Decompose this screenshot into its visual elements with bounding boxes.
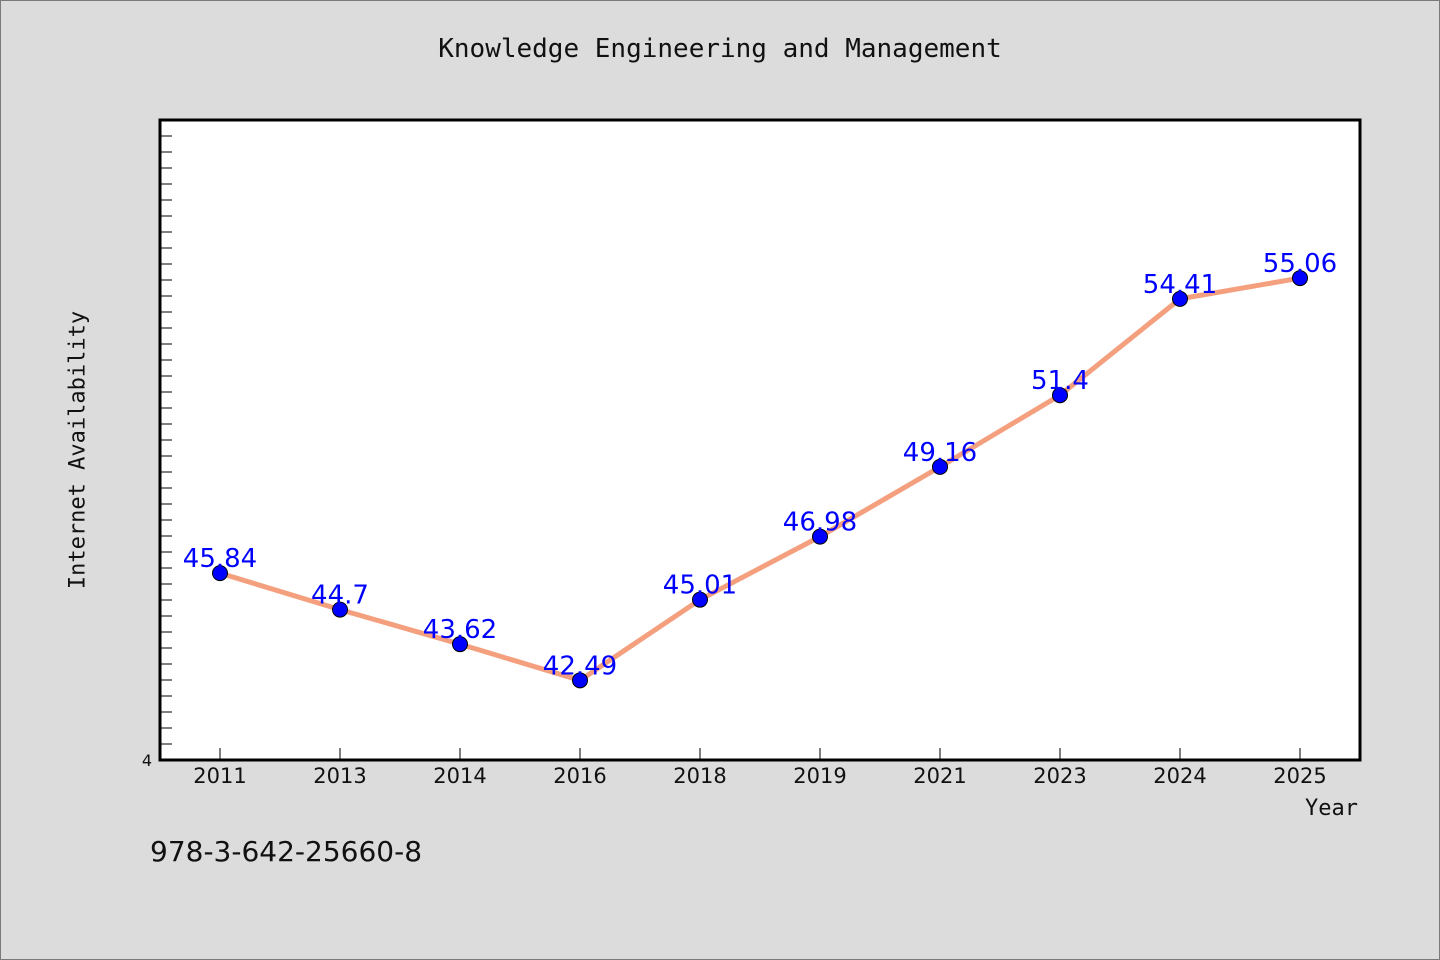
data-label: 54.41 bbox=[1143, 270, 1217, 300]
data-point bbox=[692, 591, 708, 608]
data-point bbox=[1292, 270, 1308, 287]
data-label: 42.49 bbox=[543, 651, 617, 681]
plot-area bbox=[158, 118, 1362, 762]
x-tick-label: 2013 bbox=[313, 764, 366, 788]
footer-isbn: 978-3-642-25660-8 bbox=[150, 835, 423, 868]
data-point bbox=[1172, 290, 1188, 307]
data-label: 43.62 bbox=[423, 615, 497, 645]
data-label: 45.01 bbox=[663, 571, 737, 601]
data-point bbox=[572, 672, 588, 689]
chart-title: Knowledge Engineering and Management bbox=[438, 34, 1002, 64]
data-point bbox=[1052, 387, 1068, 404]
x-tick-label: 2025 bbox=[1273, 764, 1326, 788]
data-label: 51.4 bbox=[1031, 366, 1089, 396]
x-axis-label: Year bbox=[1305, 796, 1358, 821]
series-line bbox=[217, 275, 1303, 683]
y-tick-label: 4 bbox=[142, 751, 152, 770]
x-tick-label: 2011 bbox=[193, 764, 246, 788]
data-point bbox=[212, 565, 228, 582]
data-point bbox=[932, 458, 948, 475]
data-point bbox=[332, 601, 348, 618]
x-tick-label: 2016 bbox=[553, 764, 606, 788]
data-point bbox=[812, 528, 828, 545]
x-tick-label: 2023 bbox=[1033, 764, 1086, 788]
data-label: 55.06 bbox=[1263, 249, 1337, 279]
x-tick-label: 2021 bbox=[913, 764, 966, 788]
data-point bbox=[452, 636, 468, 653]
data-label: 46.98 bbox=[783, 508, 857, 538]
x-tick-label: 2018 bbox=[673, 764, 726, 788]
x-tick-label: 2019 bbox=[793, 764, 846, 788]
x-tick-label: 2024 bbox=[1153, 764, 1206, 788]
x-tick-label: 2014 bbox=[433, 764, 486, 788]
data-label: 44.7 bbox=[311, 581, 369, 611]
data-label: 49.16 bbox=[903, 438, 977, 468]
data-label: 45.84 bbox=[183, 544, 257, 574]
